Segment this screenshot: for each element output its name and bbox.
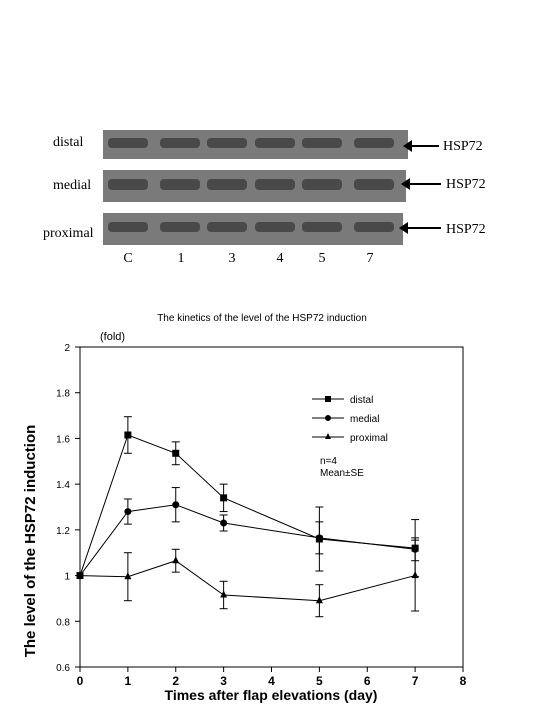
y-tick-label: 1.4 <box>56 480 70 491</box>
x-tick-label: 0 <box>77 674 84 688</box>
x-tick-label: 8 <box>460 674 467 688</box>
series-proximal <box>76 539 420 618</box>
protein-band <box>302 138 342 148</box>
legend-marker-proximal <box>325 433 331 439</box>
x-tick-label: 6 <box>364 674 371 688</box>
chart-title: The kinetics of the level of the HSP72 i… <box>157 313 367 324</box>
y-tick-label: 1.2 <box>56 526 70 537</box>
chart-legend: distal medial proximal <box>312 395 388 444</box>
lane-label: 4 <box>276 251 284 266</box>
data-point-proximal <box>315 596 323 604</box>
legend-marker-distal <box>325 396 331 402</box>
y-unit-label: (fold) <box>100 331 125 343</box>
series-line-distal <box>79 434 416 576</box>
protein-band <box>207 222 247 232</box>
x-tick-label: 3 <box>220 674 227 688</box>
protein-band <box>160 138 200 148</box>
protein-band <box>108 179 148 190</box>
protein-band <box>207 179 247 190</box>
x-axis-label: Times after flap elevations (day) <box>165 687 378 703</box>
data-point-medial <box>315 534 323 542</box>
axes-group: 0 1 2 3 4 5 6 7 8 0.6 0.8 1 1.2 1.4 1.6 1.8 2 <box>56 343 467 688</box>
data-point-distal <box>124 431 132 439</box>
lane-label: 3 <box>228 251 236 266</box>
data-point-distal <box>220 494 228 502</box>
marker-label-medial: HSP72 <box>446 177 486 192</box>
y-tick-label: 1 <box>64 572 70 583</box>
y-tick-label: 2 <box>64 343 70 354</box>
series-medial <box>76 487 420 580</box>
y-tick-label: 0.8 <box>56 617 70 628</box>
arrow-icon-distal <box>403 140 439 152</box>
y-tick-label: 1.6 <box>56 434 70 445</box>
annotation-n: n=4 <box>320 456 337 467</box>
lane-label: 5 <box>318 251 326 266</box>
data-point-proximal <box>172 556 180 564</box>
legend-label-distal: distal <box>350 395 373 406</box>
series-line-proximal <box>79 560 416 602</box>
protein-band <box>302 179 342 190</box>
x-tick-label: 5 <box>316 674 323 688</box>
data-point-distal <box>172 449 180 457</box>
data-point-medial <box>172 501 180 509</box>
lane-label: 1 <box>177 251 185 266</box>
y-tick-label: 0.6 <box>56 663 70 674</box>
x-tick-label: 4 <box>268 674 275 688</box>
western-blot-panel: distal medial proximal HSP72 HSP72 HSP72… <box>0 0 539 290</box>
x-tick-label: 1 <box>125 674 132 688</box>
x-tick-label: 2 <box>172 674 179 688</box>
marker-label-proximal: HSP72 <box>446 222 486 237</box>
y-tick-label: 1.8 <box>56 389 70 400</box>
protein-band <box>255 179 295 190</box>
row-label-distal: distal <box>53 135 84 150</box>
data-point-medial <box>124 508 132 516</box>
series-line-medial <box>79 504 416 576</box>
row-label-proximal: proximal <box>43 226 94 241</box>
protein-band <box>354 138 394 148</box>
marker-label-distal: HSP72 <box>443 139 483 154</box>
x-tick-label: 7 <box>412 674 419 688</box>
y-axis-label: The level of the HSP72 induction <box>22 425 39 658</box>
lane-label: C <box>123 251 133 266</box>
series-layer <box>76 416 420 618</box>
legend-marker-medial <box>325 415 331 421</box>
blot-strip-proximal <box>103 213 403 245</box>
arrow-icon-proximal <box>399 222 441 234</box>
annotation-mean-se: Mean±SE <box>320 468 364 479</box>
protein-band <box>302 222 342 232</box>
data-point-proximal <box>220 590 228 598</box>
protein-band <box>108 222 148 232</box>
data-point-medial <box>220 519 228 527</box>
data-point-proximal <box>76 571 84 579</box>
data-point-proximal <box>411 571 419 579</box>
protein-band <box>207 138 247 148</box>
plot-area-frame <box>79 346 464 668</box>
line-chart: The kinetics of the level of the HSP72 i… <box>22 313 467 703</box>
row-label-medial: medial <box>53 178 92 193</box>
arrow-icon-medial <box>401 178 441 190</box>
protein-band <box>354 222 394 232</box>
protein-band <box>160 179 200 190</box>
protein-band <box>255 138 295 148</box>
lane-label: 7 <box>366 251 374 266</box>
protein-band <box>160 222 200 232</box>
legend-label-medial: medial <box>350 414 379 425</box>
legend-label-proximal: proximal <box>350 433 388 444</box>
protein-band <box>108 138 148 148</box>
data-point-proximal <box>124 572 132 580</box>
protein-band <box>255 222 295 232</box>
protein-band <box>354 179 394 190</box>
